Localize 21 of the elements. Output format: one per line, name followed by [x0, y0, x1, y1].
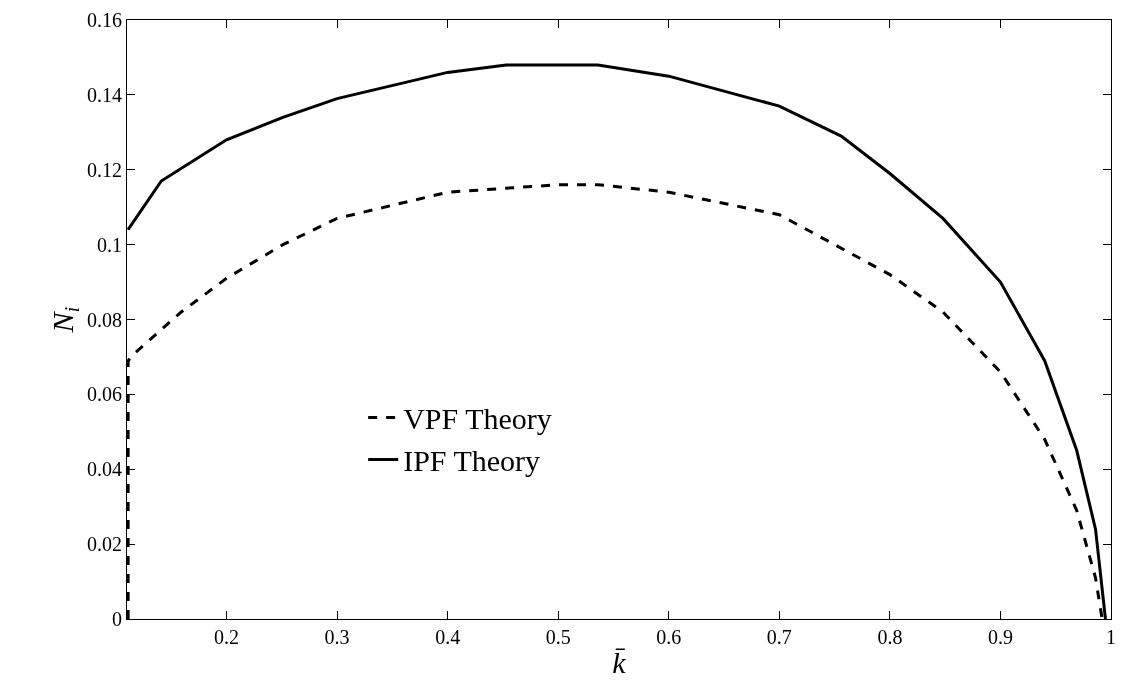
y-tick-label: 0.02 [87, 533, 122, 556]
legend-label: IPF Theory [403, 444, 541, 478]
x-tick-label: 0.8 [877, 626, 903, 648]
x-tick-label: 0.3 [324, 626, 350, 648]
x-tick-label: 1 [1106, 626, 1116, 648]
x-tick-label: 0.5 [545, 626, 571, 648]
x-tick-label: 0.7 [766, 626, 792, 648]
y-tick-label: 0.14 [87, 83, 122, 106]
x-tick-label: 0.9 [987, 626, 1013, 648]
y-tick-label: 0.12 [87, 158, 122, 181]
legend-label: VPF Theory [403, 402, 552, 436]
y-tick-label: 0.08 [87, 308, 122, 331]
y-tick-label: 0.04 [87, 458, 122, 481]
x-tick-label: 0.2 [214, 626, 240, 648]
x-tick-label: 0.4 [435, 626, 461, 648]
y-tick-label: 0.06 [87, 383, 122, 406]
x-axis-title: k̄ [612, 645, 627, 679]
y-tick-label: 0.16 [87, 9, 122, 31]
y-tick-label: 0 [112, 608, 122, 630]
y-tick-label: 0.1 [97, 233, 122, 256]
x-tick-label: 0.6 [656, 626, 682, 648]
